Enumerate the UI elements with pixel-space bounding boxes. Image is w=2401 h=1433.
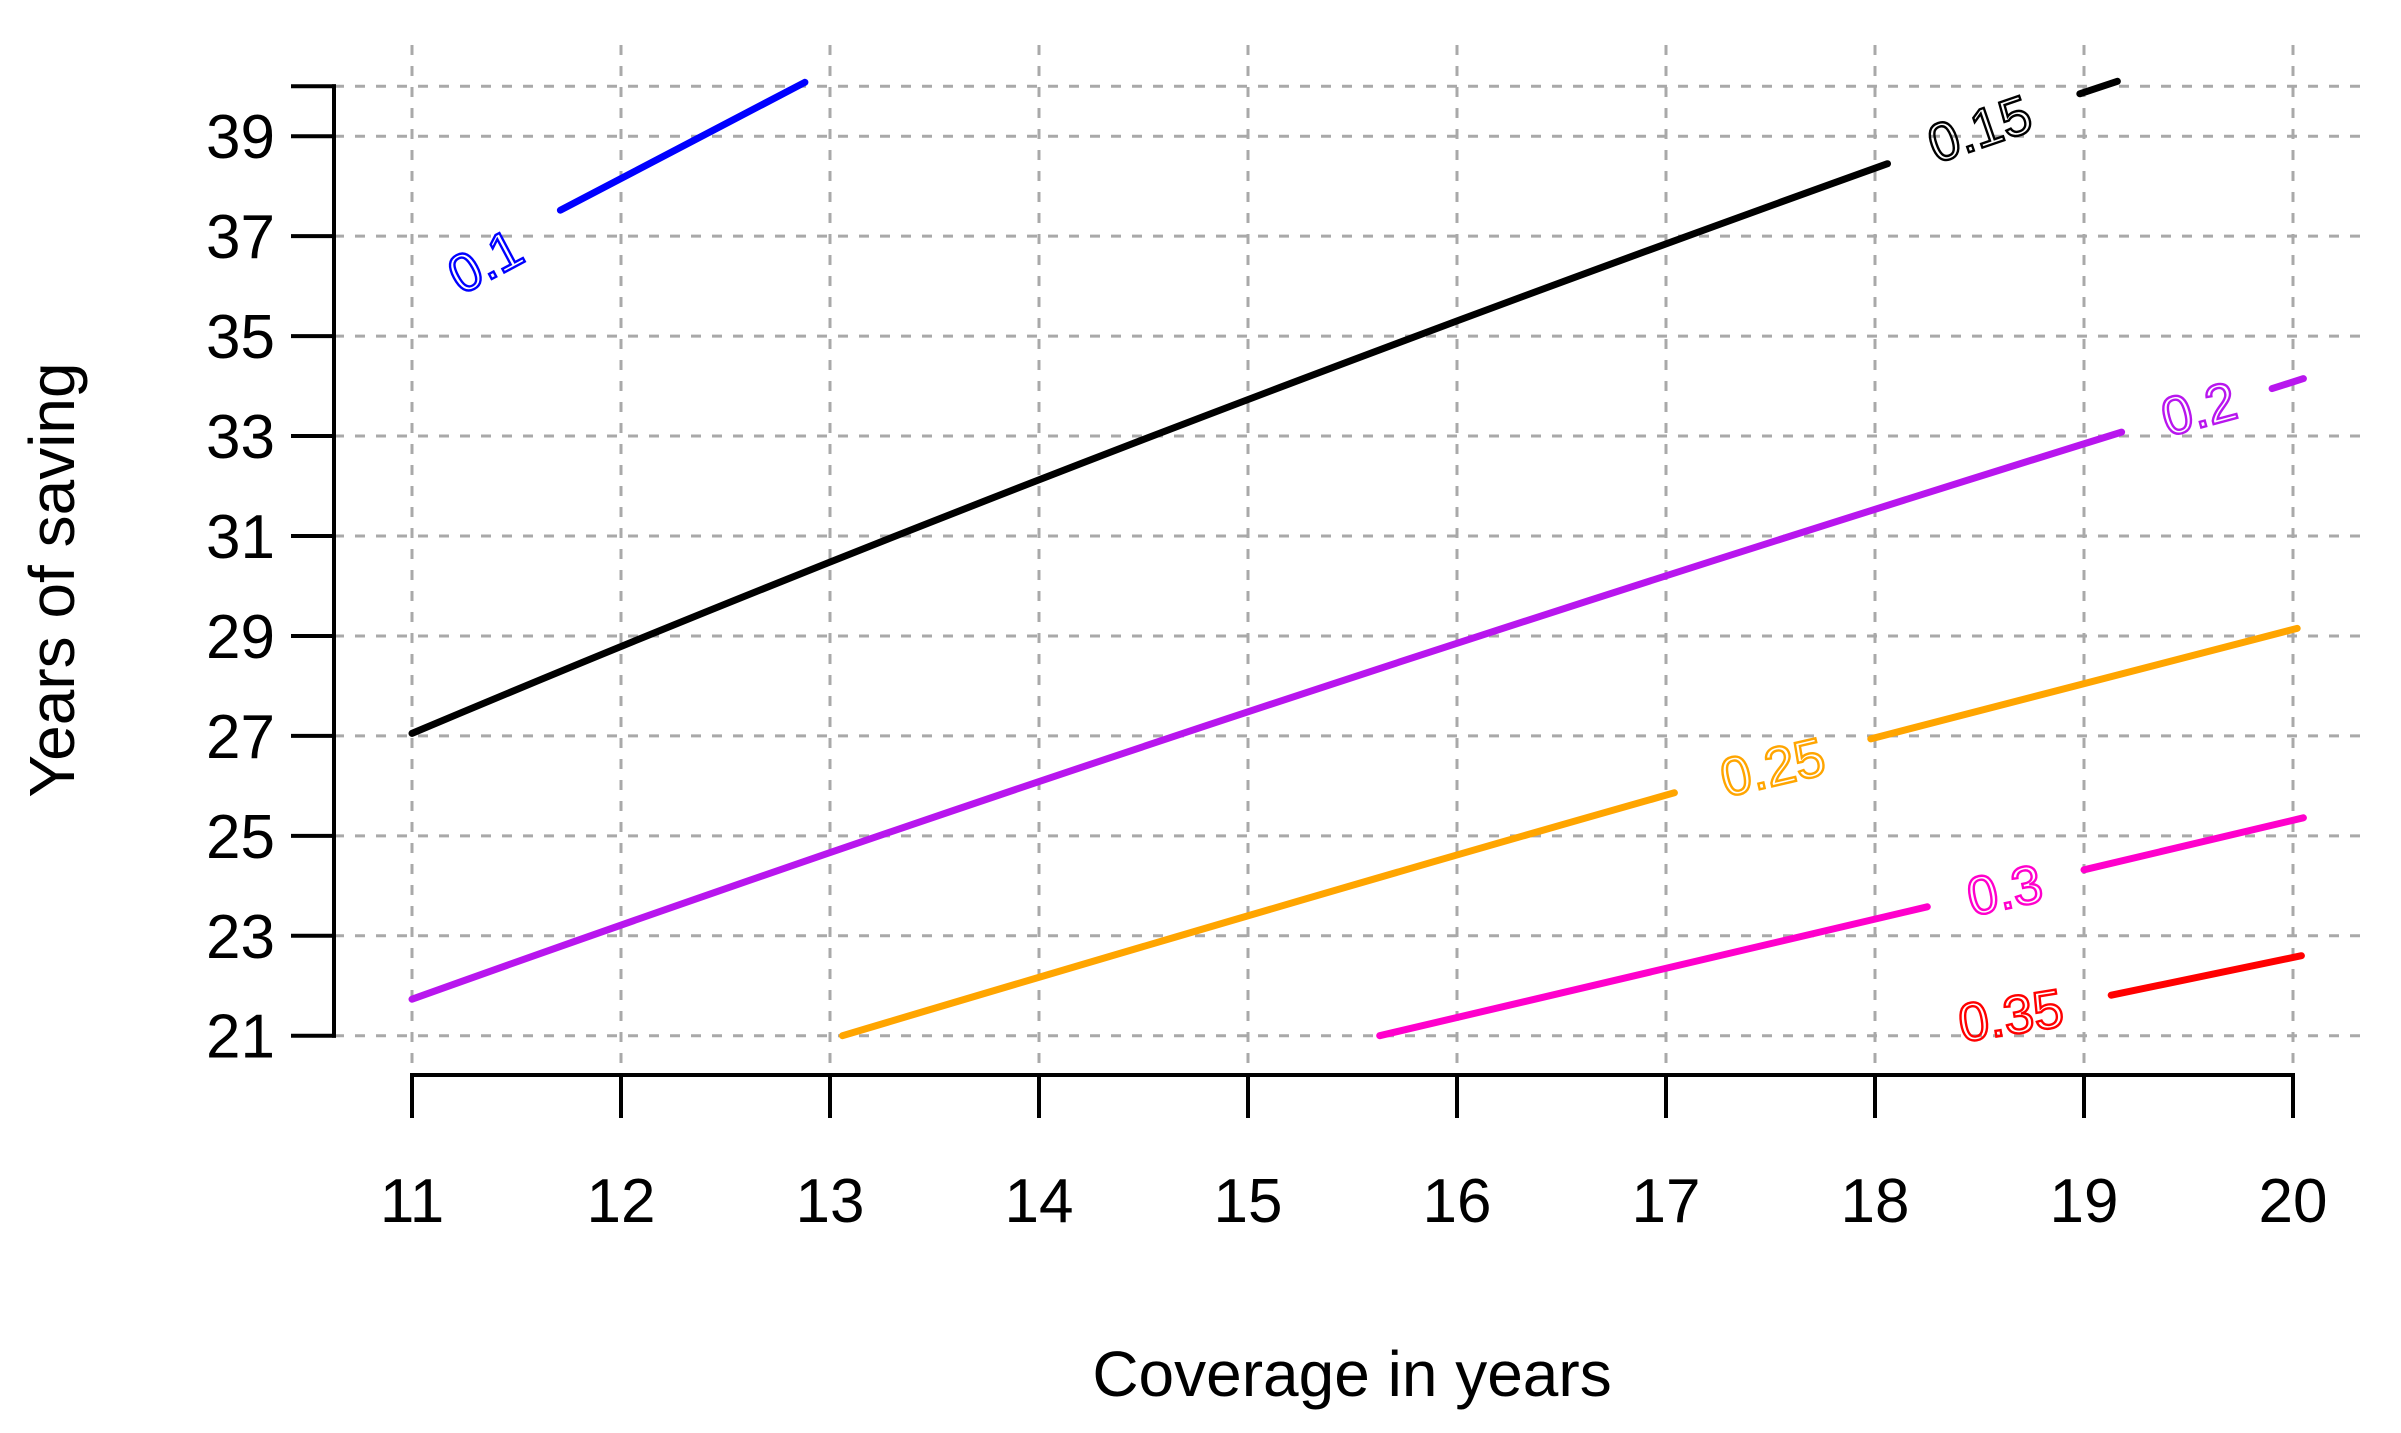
contour-line-0.2 (408, 428, 2126, 1003)
contour-label-0.15: 0.15 (1920, 84, 2039, 175)
y-tick-label-33: 33 (206, 403, 275, 472)
contour-label-layer: 0.10.150.20.250.30.35 (437, 83, 2244, 1055)
contour-label-0.1: 0.1 (438, 218, 532, 306)
y-tick-label-35: 35 (206, 303, 275, 372)
contour-line-0.15-seg2 (2076, 77, 2121, 98)
contour-line-0.2-seg2 (2268, 375, 2307, 393)
tick-label-layer: 21 23 25 27 29 31 33 35 37 39 11 12 13 14 15 16 17 18 19 20 (206, 103, 2327, 1236)
x-tick-label-14: 14 (1005, 1167, 1074, 1236)
axis-layer (291, 84, 2295, 1118)
y-tick-label-21: 21 (206, 1003, 275, 1072)
y-tick-label-31: 31 (206, 503, 275, 572)
x-tick-label-15: 15 (1214, 1167, 1283, 1236)
y-tick-label-25: 25 (206, 803, 275, 872)
x-tick-label-20: 20 (2259, 1167, 2328, 1236)
contour-line-0.15 (408, 160, 1891, 737)
y-tick-label-27: 27 (206, 703, 275, 772)
contour-line-0.25-seg2 (1867, 624, 2301, 743)
x-tick-label-12: 12 (587, 1167, 656, 1236)
x-tick-label-19: 19 (2050, 1167, 2119, 1236)
y-tick-label-29: 29 (206, 603, 275, 672)
contour-line-0.25 (839, 789, 1678, 1040)
contour-layer (408, 77, 2307, 1040)
contour-line-0.35 (2107, 952, 2305, 999)
x-axis-title: Coverage in years (1092, 1338, 1611, 1410)
y-tick-label-23: 23 (206, 903, 275, 972)
y-axis-title: Years of saving (16, 362, 88, 797)
grid-layer (334, 45, 2368, 1075)
x-tick-label-11: 11 (380, 1167, 444, 1236)
x-tick-label-17: 17 (1632, 1167, 1701, 1236)
contour-line-0.1 (556, 78, 809, 214)
y-tick-label-37: 37 (206, 203, 275, 272)
contour-label-0.25: 0.25 (1715, 727, 1831, 809)
y-tick-label-39: 39 (206, 103, 275, 172)
x-tick-label-16: 16 (1423, 1167, 1492, 1236)
contour-line-0.3 (1376, 903, 1931, 1040)
contour-line-0.3-seg2 (2080, 814, 2307, 874)
contour-label-0.35: 0.35 (1954, 978, 2067, 1054)
contour-label-0.3: 0.3 (1962, 854, 2048, 928)
x-tick-label-18: 18 (1841, 1167, 1910, 1236)
x-tick-label-13: 13 (796, 1167, 865, 1236)
